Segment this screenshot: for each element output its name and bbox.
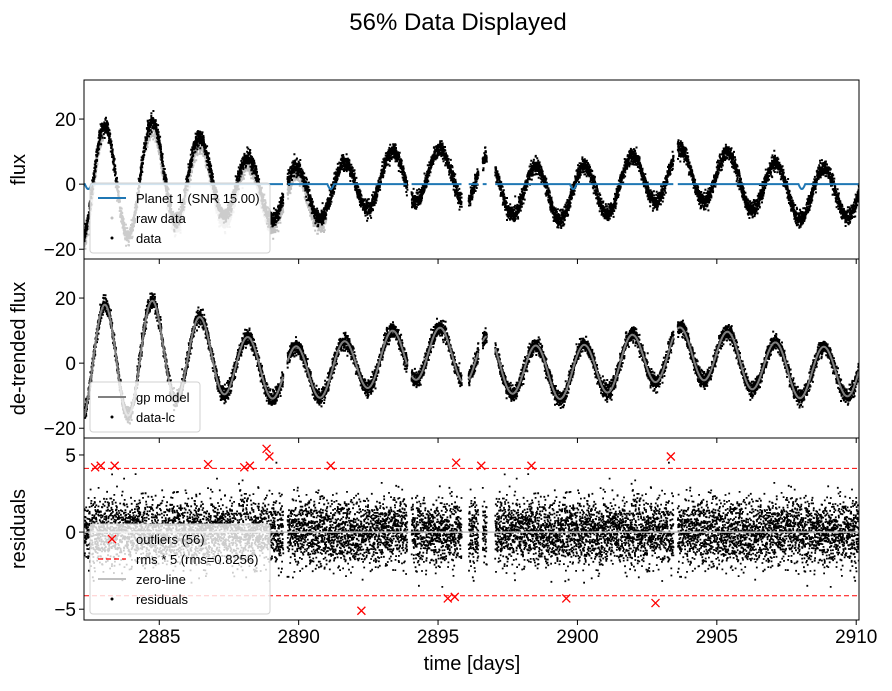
legend-label: rms * 5 (rms=0.8256) [136, 552, 258, 567]
outlier-marker [561, 593, 571, 603]
outlier-marker [451, 458, 461, 468]
y-tick-label-detrended: 0 [65, 354, 76, 375]
legend-swatch [110, 216, 114, 220]
outlier-marker [203, 459, 213, 469]
x-tick-label: 2895 [417, 627, 459, 648]
legend-box [89, 523, 271, 615]
legend-label: zero-line [136, 572, 186, 587]
legend-swatch [110, 236, 114, 240]
legend-label: residuals [136, 592, 189, 607]
y-tick-label-residuals: 5 [65, 446, 76, 467]
outlier-marker [476, 461, 486, 471]
legend-flux: Planet 1 (SNR 15.00) raw data data [89, 182, 271, 254]
legend-label: raw data [136, 211, 187, 226]
legend-box [89, 381, 201, 433]
legend-swatch [110, 415, 114, 419]
y-tick-label-flux: 20 [55, 110, 76, 131]
legend-swatch [107, 534, 117, 544]
legend-label: gp model [136, 390, 190, 405]
y-tick-label-detrended: 20 [55, 289, 76, 310]
legend-label: Planet 1 (SNR 15.00) [136, 191, 260, 206]
chart-title: 56% Data Displayed [349, 9, 566, 36]
y-axis-label-flux: flux [8, 154, 30, 185]
outlier-marker [666, 452, 676, 461]
legend-detrended: gp model data-lc [89, 381, 201, 433]
panel-frame-residuals [83, 437, 860, 621]
y-axis-label-detrended: de-trended flux [8, 282, 30, 415]
x-tick-label: 2905 [696, 627, 738, 648]
x-tick-label: 2910 [835, 627, 877, 648]
y-axis-label-residuals: residuals [8, 489, 30, 569]
outlier-marker [443, 593, 453, 603]
outlier-marker [326, 461, 336, 471]
x-tick-label: 2890 [278, 627, 320, 648]
gp-model-line [84, 299, 859, 418]
y-tick-label-flux: 0 [65, 175, 76, 196]
x-tick-label: 2885 [138, 627, 180, 648]
outlier-marker [526, 461, 536, 471]
legend-label: data-lc [136, 410, 176, 425]
outlier-marker [245, 461, 255, 471]
outlier-marker [262, 444, 272, 454]
outlier-marker [264, 452, 274, 461]
outlier-marker [239, 462, 249, 472]
legend-label: outliers (56) [136, 532, 205, 547]
outlier-marker [356, 606, 366, 616]
legend-label: data [136, 231, 162, 246]
outlier-marker [90, 462, 100, 472]
outlier-marker [450, 592, 460, 602]
outlier-marker [651, 598, 660, 608]
outlier-marker [96, 461, 106, 471]
y-tick-label-residuals: 0 [65, 523, 76, 544]
legend-swatch [110, 597, 114, 601]
y-tick-label-flux: −20 [44, 240, 76, 261]
legend-residuals: outliers (56) rms * 5 (rms=0.8256) zero-li… [89, 523, 271, 615]
x-tick-label: 2900 [556, 627, 598, 648]
y-tick-label-residuals: −5 [54, 600, 76, 621]
panels-group: −20 0 20 flux Planet 1 (SNR 15.00) raw data da… [8, 79, 877, 648]
legend-box [89, 182, 271, 254]
outlier-marker [110, 461, 120, 471]
y-tick-label-detrended: −20 [44, 419, 76, 440]
x-axis-label: time [days] [424, 653, 521, 675]
